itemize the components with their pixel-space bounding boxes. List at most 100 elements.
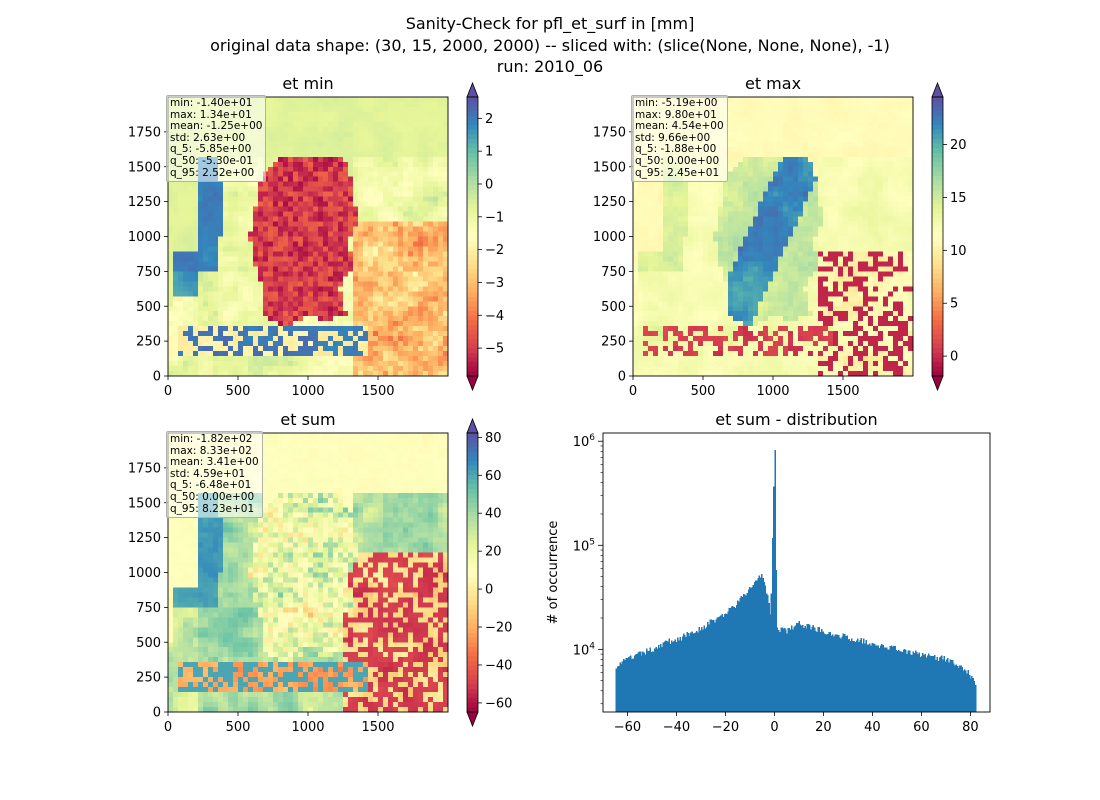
heatmap-cell — [183, 196, 189, 203]
heatmap-cell — [633, 246, 639, 252]
heatmap-cell — [783, 261, 789, 267]
heatmap-cell — [678, 326, 684, 332]
heatmap-cell — [373, 111, 379, 118]
heatmap-cell — [343, 351, 349, 357]
heatmap-cell — [188, 201, 194, 208]
heatmap-cell — [683, 321, 689, 327]
heatmap-cell — [388, 101, 394, 108]
heatmap-cell — [193, 231, 199, 237]
heatmap-cell — [328, 221, 334, 227]
heatmap-cell — [378, 181, 384, 188]
heatmap-cell — [773, 246, 779, 252]
heatmap-cell — [278, 196, 284, 203]
colorbar-segment — [467, 278, 478, 284]
heatmap-cell — [673, 201, 679, 208]
heatmap-cell — [313, 156, 319, 163]
heatmap-cell — [343, 321, 349, 327]
heatmap-cell — [348, 111, 354, 118]
heatmap-cell — [273, 361, 279, 367]
heatmap-cell — [313, 97, 319, 103]
heatmap-cell — [693, 291, 699, 297]
heatmap-cell — [353, 296, 359, 302]
heatmap-cell — [328, 171, 334, 178]
heatmap-cell — [778, 241, 784, 247]
heatmap-cell — [233, 206, 239, 212]
heatmap-cell — [338, 236, 344, 242]
heatmap-cell — [698, 226, 704, 232]
heatmap-cell — [673, 291, 679, 297]
heatmap-cell — [293, 281, 299, 287]
heatmap-cell — [438, 171, 444, 178]
heatmap-cell — [418, 311, 424, 317]
heatmap-cell — [723, 296, 729, 302]
heatmap-cell — [783, 221, 789, 227]
heatmap-cell — [268, 311, 274, 317]
heatmap-cell — [183, 331, 189, 337]
heatmap-cell — [198, 321, 204, 327]
heatmap-cell — [778, 311, 784, 317]
heatmap-cell — [428, 371, 434, 377]
heatmap-cell — [388, 341, 394, 347]
heatmap-cell — [703, 321, 709, 327]
heatmap-cell — [703, 286, 709, 292]
heatmap-cell — [313, 276, 319, 282]
heatmap-cell — [768, 111, 774, 118]
heatmap-cell — [768, 321, 774, 327]
heatmap-cell — [368, 116, 374, 123]
heatmap-cell — [173, 266, 179, 272]
heatmap-cell — [218, 366, 224, 372]
heatmap-cell — [358, 161, 364, 168]
heatmap-cell — [258, 276, 264, 282]
heatmap-cell — [278, 226, 284, 232]
heatmap-cell — [188, 221, 194, 227]
heatmap-cell — [718, 316, 724, 322]
heatmap-cell — [218, 261, 224, 267]
heatmap-cell — [288, 226, 294, 232]
heatmap-cell — [353, 246, 359, 252]
heatmap-cell — [703, 231, 709, 237]
heatmap-cell — [683, 371, 689, 377]
heatmap-cell — [338, 216, 344, 222]
heatmap-cell — [208, 351, 214, 357]
heatmap-cell — [313, 371, 319, 377]
heatmap-cell — [178, 356, 184, 362]
heatmap-cell — [303, 106, 309, 113]
heatmap-cell — [203, 341, 209, 347]
heatmap-cell — [773, 316, 779, 322]
heatmap-cell — [228, 361, 234, 367]
heatmap-cell — [768, 206, 774, 212]
heatmap-cell — [173, 371, 179, 377]
heatmap-cell — [778, 226, 784, 232]
heatmap-cell — [773, 321, 779, 327]
heatmap-cell — [173, 226, 179, 232]
heatmap-cell — [778, 306, 784, 312]
heatmap-cell — [308, 106, 314, 113]
heatmap-cell — [773, 346, 779, 352]
heatmap-cell — [728, 361, 734, 367]
heatmap-cell — [203, 241, 209, 247]
heatmap-cell — [388, 111, 394, 118]
colorbar-tick-label: −2 — [485, 243, 504, 258]
heatmap-cell — [703, 346, 709, 352]
colorbar-tick-label: −5 — [485, 342, 504, 357]
heatmap-cell — [243, 211, 249, 217]
heatmap-cell — [328, 161, 334, 168]
heatmap-cell — [278, 331, 284, 337]
heatmap-cell — [288, 211, 294, 217]
heatmap-cell — [233, 316, 239, 322]
heatmap-cell — [303, 111, 309, 118]
heatmap-cell — [313, 101, 319, 108]
heatmap-cell — [188, 261, 194, 267]
heatmap-cell — [233, 366, 239, 372]
heatmap-cell — [278, 201, 284, 208]
heatmap-cell — [423, 141, 429, 148]
heatmap-cell — [713, 301, 719, 307]
heatmap-cell — [318, 101, 324, 108]
heatmap-cell — [223, 261, 229, 267]
heatmap-cell — [188, 316, 194, 322]
heatmap-cell — [383, 306, 389, 312]
heatmap-cell — [173, 346, 179, 352]
heatmap-cell — [258, 241, 264, 247]
heatmap-cell — [408, 311, 414, 317]
heatmap-cell — [168, 181, 174, 188]
